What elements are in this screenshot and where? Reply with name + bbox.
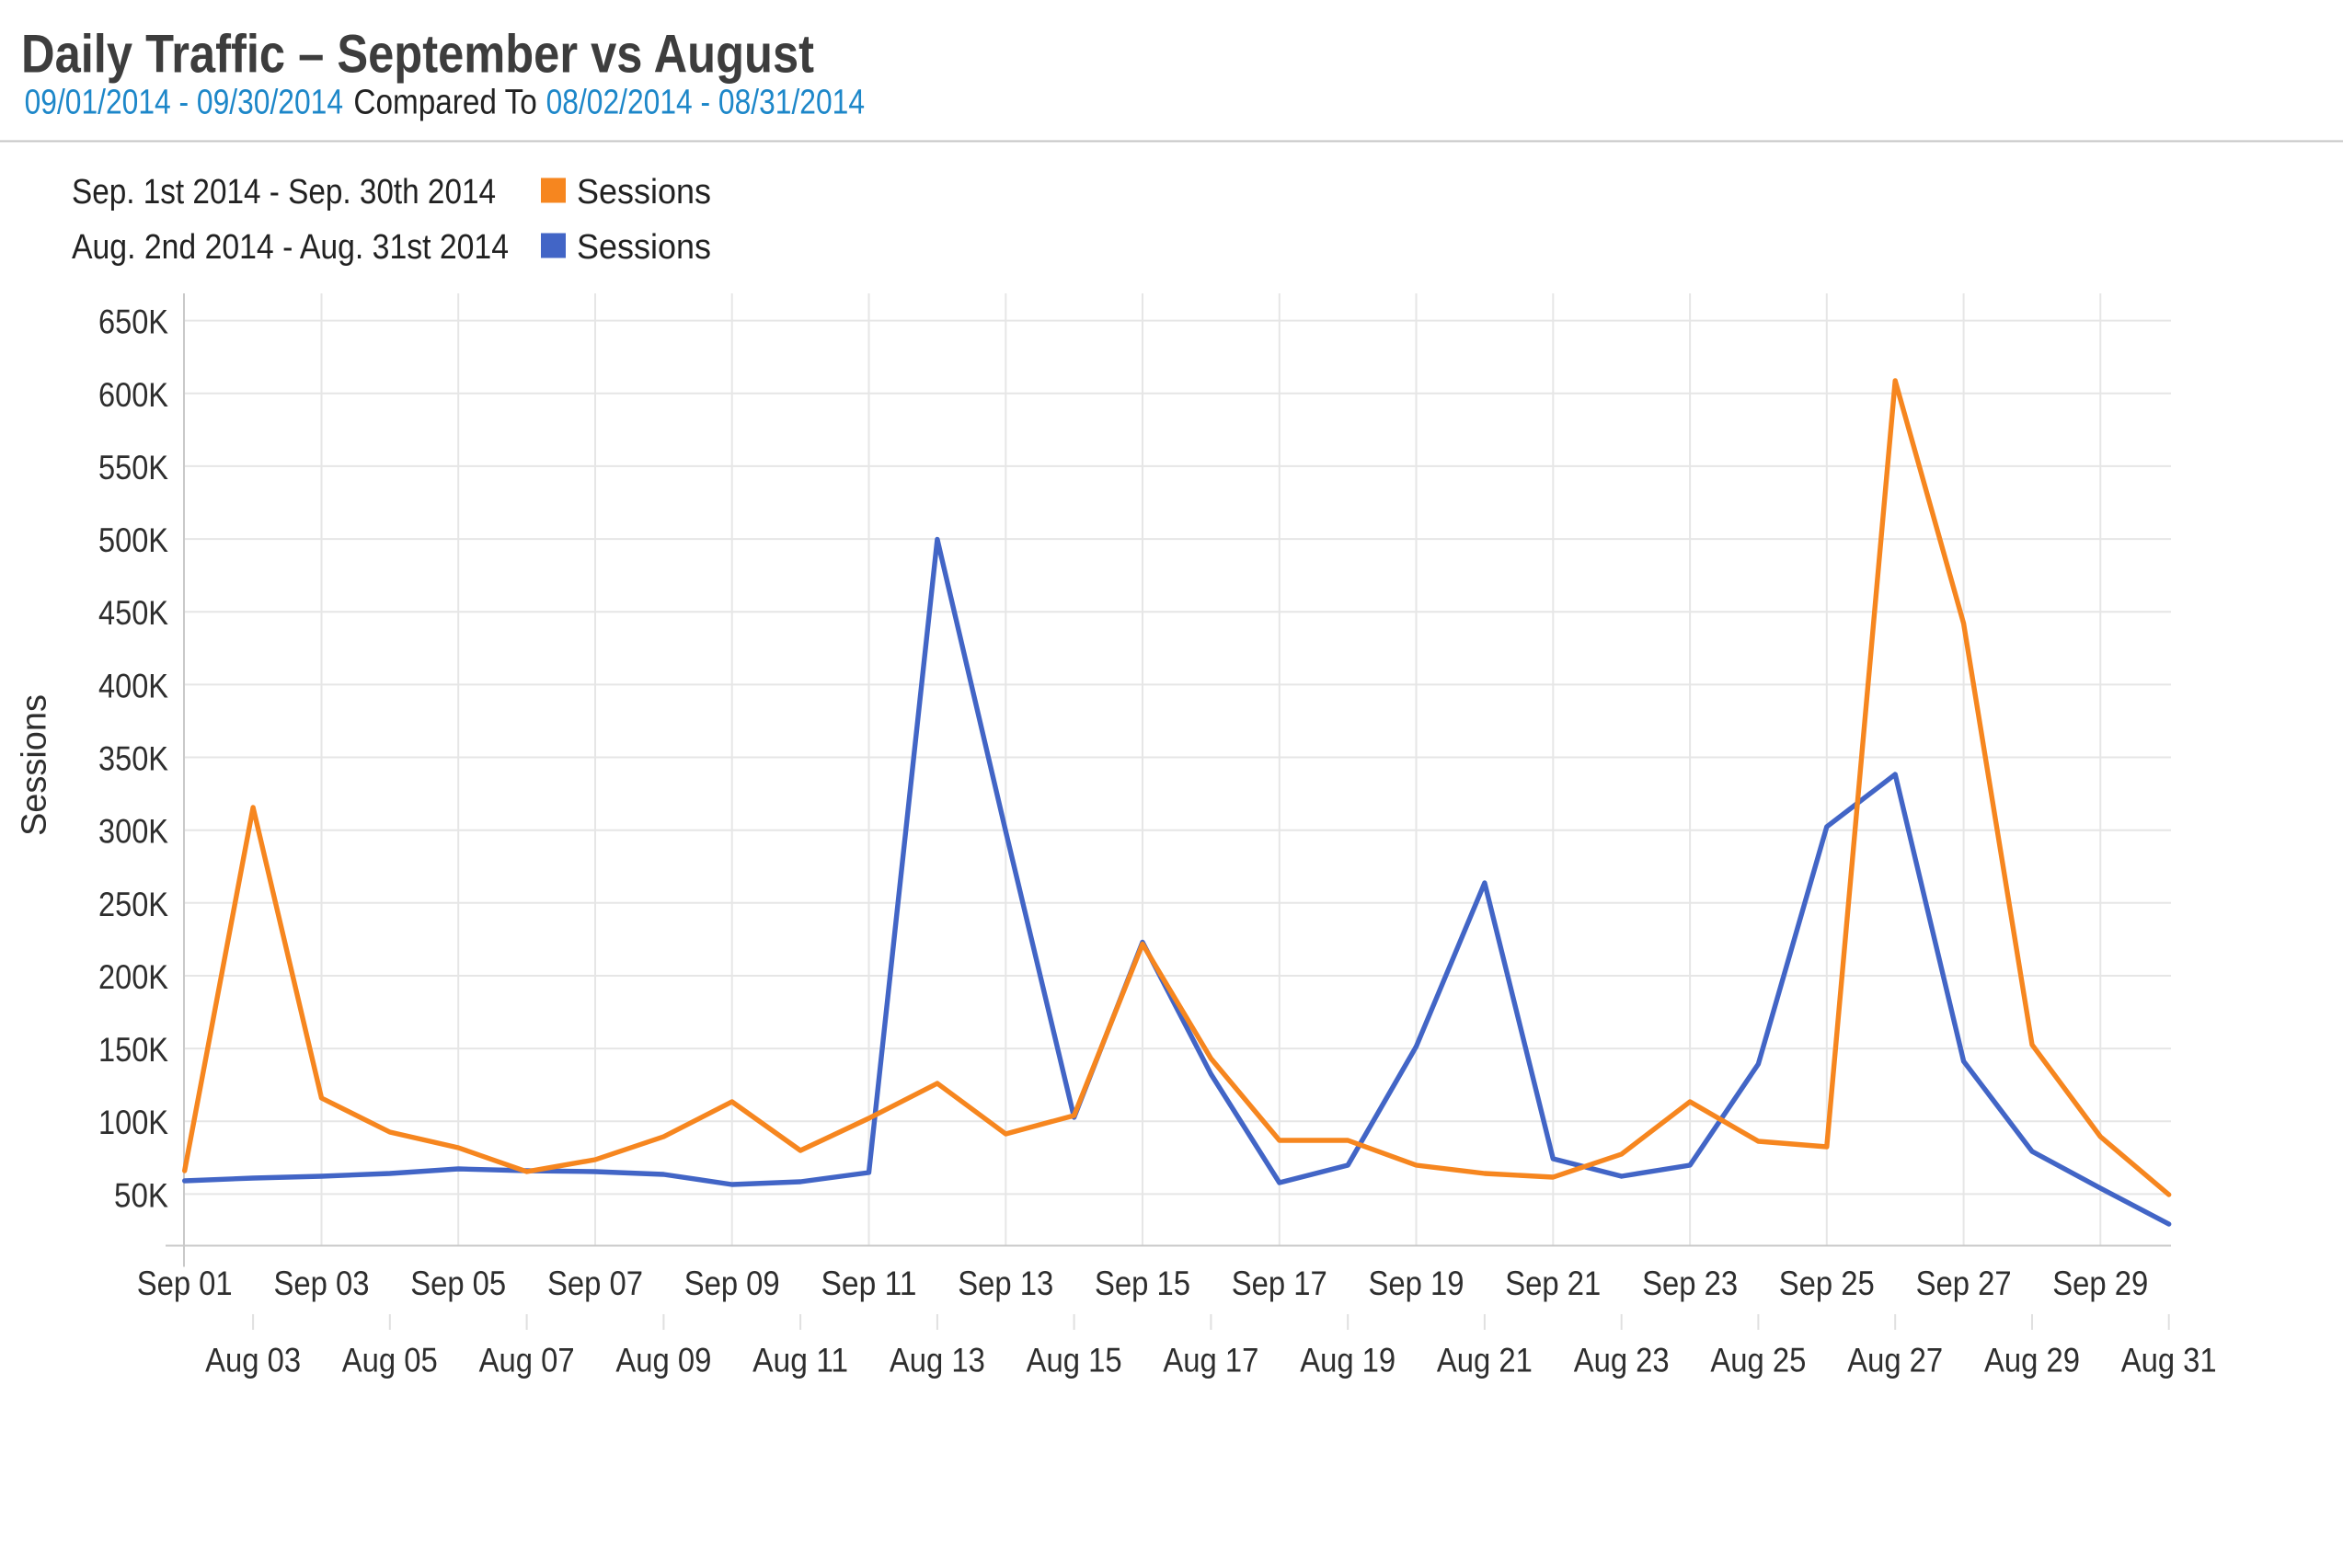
svg-text:50K: 50K (114, 1176, 168, 1214)
svg-text:08/02/2014 - 08/31/2014: 08/02/2014 - 08/31/2014 (546, 84, 865, 122)
svg-text:Aug 29: Aug 29 (1984, 1342, 2080, 1379)
svg-text:600K: 600K (98, 376, 168, 414)
svg-text:350K: 350K (98, 740, 168, 778)
svg-text:Aug 03: Aug 03 (205, 1342, 301, 1379)
svg-text:Aug 19: Aug 19 (1300, 1342, 1395, 1379)
svg-text:Sep 01: Sep 01 (137, 1265, 233, 1302)
svg-text:400K: 400K (98, 667, 168, 704)
svg-text:Aug 07: Aug 07 (479, 1342, 575, 1379)
svg-text:Sep. 1st 2014 - Sep. 30th 2014: Sep. 1st 2014 - Sep. 30th 2014 (72, 173, 496, 212)
svg-text:Aug. 2nd 2014 - Aug. 31st 2014: Aug. 2nd 2014 - Aug. 31st 2014 (72, 228, 509, 267)
svg-text:Sep 19: Sep 19 (1369, 1265, 1464, 1302)
svg-text:Sessions: Sessions (16, 694, 54, 836)
svg-text:Sep 07: Sep 07 (547, 1265, 643, 1302)
svg-text:200K: 200K (98, 958, 168, 996)
svg-text:Sep 15: Sep 15 (1095, 1265, 1190, 1302)
svg-text:650K: 650K (98, 303, 168, 341)
svg-text:Aug 09: Aug 09 (615, 1342, 711, 1379)
svg-text:Sep 27: Sep 27 (1916, 1265, 2012, 1302)
svg-text:Aug 31: Aug 31 (2121, 1342, 2217, 1379)
svg-text:Sep 11: Sep 11 (821, 1265, 917, 1302)
svg-text:Aug 11: Aug 11 (752, 1342, 848, 1379)
svg-text:Compared To: Compared To (353, 84, 536, 122)
svg-text:Daily Traffic – September vs A: Daily Traffic – September vs August (21, 25, 814, 85)
svg-text:Sep 05: Sep 05 (410, 1265, 506, 1302)
svg-text:250K: 250K (98, 886, 168, 923)
svg-text:Aug 17: Aug 17 (1163, 1342, 1258, 1379)
svg-text:100K: 100K (98, 1104, 168, 1141)
svg-text:Aug 15: Aug 15 (1027, 1342, 1122, 1379)
svg-text:Sep 03: Sep 03 (274, 1265, 370, 1302)
svg-text:150K: 150K (98, 1031, 168, 1069)
svg-text:Sep 21: Sep 21 (1505, 1265, 1601, 1302)
svg-text:Sep 29: Sep 29 (2052, 1265, 2148, 1302)
svg-text:300K: 300K (98, 813, 168, 851)
svg-text:Sessions: Sessions (577, 173, 711, 212)
svg-text:Sep 25: Sep 25 (1779, 1265, 1875, 1302)
svg-text:450K: 450K (98, 594, 168, 632)
svg-text:Sep 09: Sep 09 (684, 1265, 780, 1302)
svg-text:Aug 25: Aug 25 (1710, 1342, 1806, 1379)
svg-text:500K: 500K (98, 521, 168, 559)
svg-text:Sep 13: Sep 13 (958, 1265, 1053, 1302)
svg-text:Sep 17: Sep 17 (1232, 1265, 1327, 1302)
svg-text:Sep 23: Sep 23 (1642, 1265, 1738, 1302)
svg-text:Sessions: Sessions (577, 228, 711, 267)
svg-text:Aug 05: Aug 05 (342, 1342, 438, 1379)
svg-text:Aug 13: Aug 13 (890, 1342, 985, 1379)
svg-text:Aug 23: Aug 23 (1574, 1342, 1670, 1379)
svg-text:550K: 550K (98, 449, 168, 486)
svg-text:Aug 27: Aug 27 (1847, 1342, 1943, 1379)
svg-text:Aug 21: Aug 21 (1437, 1342, 1533, 1379)
svg-text:09/01/2014 - 09/30/2014: 09/01/2014 - 09/30/2014 (25, 84, 343, 122)
